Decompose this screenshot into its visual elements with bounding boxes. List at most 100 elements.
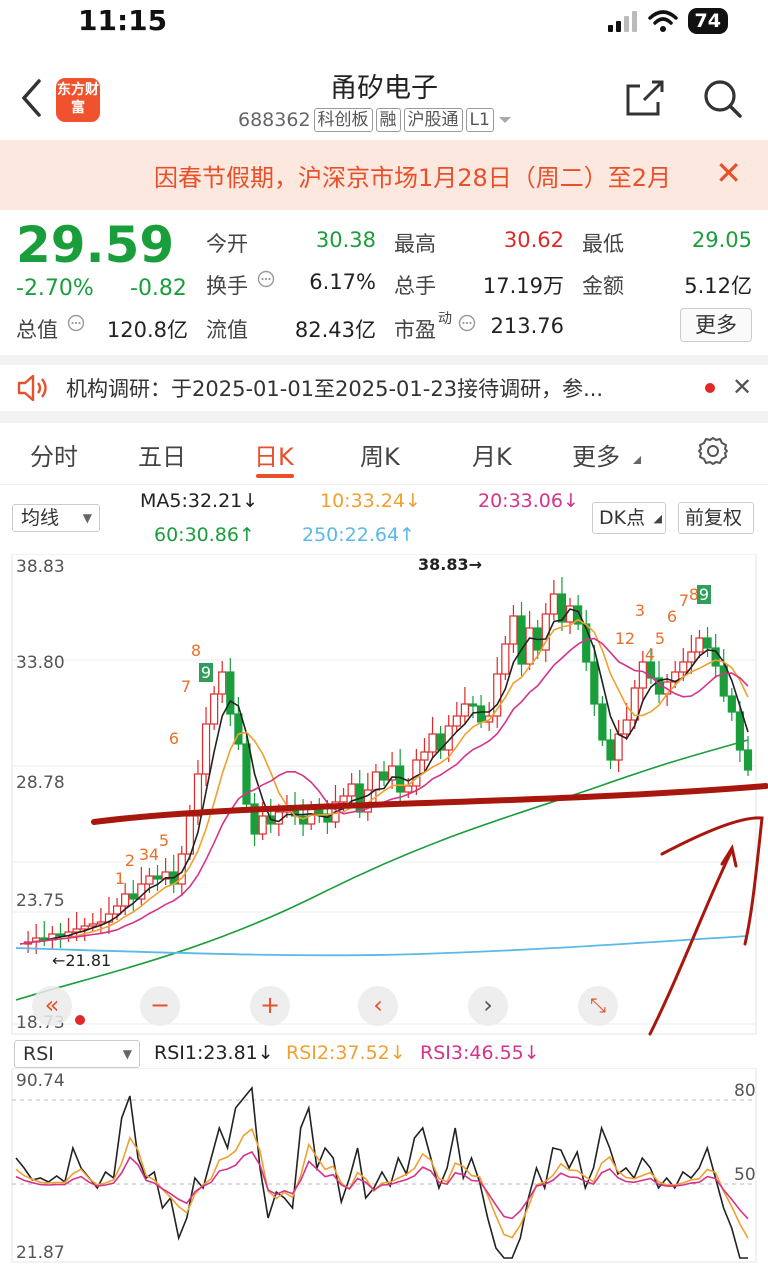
battery-icon: 74 <box>687 8 728 34</box>
sequence-number: 3 <box>139 845 149 864</box>
value-high: 30.62 <box>503 228 564 252</box>
tag-margin: 融 <box>375 108 401 132</box>
ma60-value: 60:30.86↑ <box>154 524 255 546</box>
candle <box>379 771 389 781</box>
dk-point-button[interactable]: DK点 ◢ <box>592 502 666 534</box>
y-label-4: 23.75 <box>16 891 65 911</box>
candle <box>735 711 745 751</box>
rsi-chart[interactable]: 90.74 21.87 80 50 <box>0 1068 768 1264</box>
search-icon[interactable] <box>702 78 744 120</box>
tab-five-day[interactable]: 五日 <box>138 443 186 471</box>
candle <box>517 615 526 665</box>
candle <box>129 893 138 900</box>
status-icons: 74 <box>607 8 728 34</box>
candle <box>590 661 599 705</box>
label-open: 今开 <box>206 232 248 256</box>
close-icon[interactable]: ✕ <box>732 373 753 401</box>
arrow-head-icon <box>720 844 738 868</box>
label-market-cap: 总值 <box>16 318 58 342</box>
tab-daily-k[interactable]: 日K <box>254 443 294 471</box>
ma-indicator-row: 均线 ▼ MA5:32.21↓ 10:33.24↓ 20:33.06↓ 60:3… <box>0 488 768 554</box>
label-volume: 总手 <box>394 274 436 298</box>
candle <box>452 715 461 727</box>
candle <box>177 853 186 885</box>
rsi-level-50: 50 <box>734 1165 756 1185</box>
fullscreen-icon[interactable]: ⤡ <box>578 986 618 1026</box>
rsi1-line <box>15 1086 748 1259</box>
rsi-level-80: 80 <box>734 1081 756 1101</box>
forward-adjust-button[interactable]: 前复权 <box>678 502 754 534</box>
candle <box>234 713 243 745</box>
rsi-y-top: 90.74 <box>16 1071 65 1091</box>
candle <box>145 875 154 885</box>
share-icon[interactable] <box>624 78 666 118</box>
status-bar: 11:15 74 <box>0 0 768 44</box>
sequence-number: 9 <box>201 663 211 682</box>
candle <box>549 593 558 615</box>
tag-star-market: 科创板 <box>313 108 373 132</box>
caret-down-icon <box>633 456 641 464</box>
caret-down-icon: ▼ <box>82 511 92 525</box>
tab-more[interactable]: 更多 <box>572 443 620 471</box>
candle <box>210 693 219 725</box>
candle <box>703 637 712 649</box>
value-amount: 5.12亿 <box>684 274 752 298</box>
candle <box>412 759 421 787</box>
annotation-curve <box>660 816 764 946</box>
ma20-value: 20:33.06↓ <box>478 490 579 512</box>
candle <box>638 661 647 689</box>
info-icon[interactable] <box>458 314 476 332</box>
sequence-number: 8 <box>191 641 201 660</box>
indicator-select[interactable]: 均线 ▼ <box>12 504 100 532</box>
more-button[interactable]: 更多 <box>680 308 752 342</box>
back-button[interactable] <box>20 78 42 125</box>
info-icon[interactable] <box>257 270 275 288</box>
close-icon[interactable]: ✕ <box>715 154 742 192</box>
candle <box>509 615 518 645</box>
tab-intraday[interactable]: 分时 <box>30 443 78 471</box>
caret-down-icon[interactable] <box>497 115 513 125</box>
candle <box>112 905 122 915</box>
scroll-right-button[interactable]: › <box>468 986 508 1026</box>
value-open: 30.38 <box>315 228 376 252</box>
candle <box>557 593 567 623</box>
tab-weekly-k[interactable]: 周K <box>360 443 400 471</box>
scroll-left-button[interactable]: ‹ <box>358 986 398 1026</box>
change-amount: -0.82 <box>130 276 187 301</box>
last-price: 29.59 <box>16 216 175 274</box>
speaker-icon <box>17 374 47 402</box>
candle <box>56 933 65 937</box>
gear-icon[interactable] <box>697 435 729 467</box>
candle <box>387 765 397 781</box>
caret-icon: ◢ <box>653 512 662 525</box>
event-dot[interactable] <box>75 1015 85 1025</box>
sequence-badge <box>199 663 213 682</box>
candle <box>40 937 49 941</box>
rsi2-value: RSI2:37.52↓ <box>286 1042 406 1064</box>
rsi-select[interactable]: RSI ▼ <box>14 1040 140 1068</box>
candle <box>687 651 696 663</box>
candle <box>88 923 97 927</box>
holiday-notice-banner[interactable]: 因春节假期，沪深京市场1月28日（周二）至2月 ✕ <box>0 140 768 210</box>
zoom-in-button[interactable]: + <box>250 986 290 1026</box>
sequence-number: 6 <box>169 729 179 748</box>
candle <box>153 875 162 880</box>
info-icon[interactable] <box>67 314 85 332</box>
rsi-select-value: RSI <box>23 1043 54 1065</box>
tab-monthly-k[interactable]: 月K <box>472 443 512 471</box>
ma5-line <box>19 608 749 945</box>
rsi3-line <box>15 1150 749 1220</box>
y-label-max: 38.83 <box>16 557 65 577</box>
sequence-number: 2 <box>125 851 135 870</box>
research-notice[interactable]: 机构调研：于2025-01-01至2025-01-23接待调研，参... ✕ <box>0 365 768 411</box>
zoom-out-button[interactable]: − <box>140 986 180 1026</box>
candle <box>614 733 623 761</box>
sequence-number: 5 <box>655 629 665 648</box>
candle <box>727 695 736 713</box>
candle <box>193 773 203 817</box>
value-volume: 17.19万 <box>482 274 564 298</box>
scroll-left-fast-button[interactable]: « <box>32 986 72 1026</box>
rsi-y-bottom: 21.87 <box>16 1243 65 1263</box>
